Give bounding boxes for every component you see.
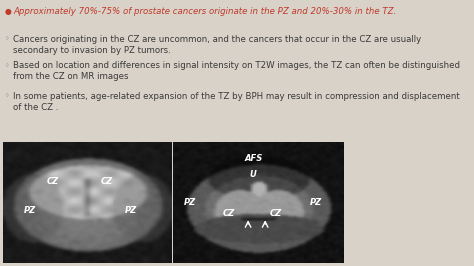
Text: AFS: AFS [244, 153, 262, 163]
Text: CZ: CZ [223, 209, 236, 218]
Text: Approximately 70%-75% of prostate cancers originate in the PZ and 20%-30% in the: Approximately 70%-75% of prostate cancer… [13, 7, 397, 16]
Text: Based on location and differences in signal intensity on T2W images, the TZ can : Based on location and differences in sig… [13, 61, 460, 81]
Text: PZ: PZ [184, 198, 196, 207]
Text: ◦: ◦ [5, 61, 9, 70]
Text: PZ: PZ [24, 206, 36, 215]
Text: PZ: PZ [125, 206, 137, 215]
Text: ◦: ◦ [5, 92, 9, 101]
Text: Cancers originating in the CZ are uncommon, and the cancers that occur in the CZ: Cancers originating in the CZ are uncomm… [13, 35, 421, 55]
Text: CZ: CZ [47, 177, 59, 186]
Text: In some patients, age-related expansion of the TZ by BPH may result in compressi: In some patients, age-related expansion … [13, 92, 460, 112]
Text: CZ: CZ [269, 209, 282, 218]
Text: U: U [250, 171, 256, 180]
Text: ●: ● [5, 7, 12, 16]
Text: CZ: CZ [101, 177, 113, 186]
Text: PZ: PZ [310, 198, 322, 207]
Text: ◦: ◦ [5, 35, 9, 44]
